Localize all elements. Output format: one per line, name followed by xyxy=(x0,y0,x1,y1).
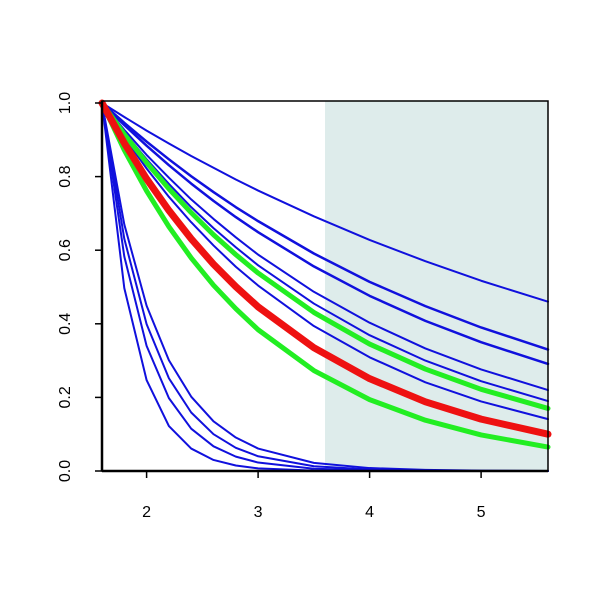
x-tick-label: 2 xyxy=(142,504,151,521)
line-series xyxy=(100,101,550,351)
y-tick-label: 0.2 xyxy=(57,386,74,408)
line-series xyxy=(99,100,551,450)
y-tick-label: 0.6 xyxy=(57,239,74,261)
shaded-region xyxy=(325,101,548,471)
line-series xyxy=(101,102,549,392)
x-tick-label: 5 xyxy=(477,504,486,521)
y-tick-label: 0.8 xyxy=(57,165,74,187)
x-tick-label: 3 xyxy=(254,504,263,521)
y-tick-label: 1.0 xyxy=(57,92,74,114)
y-tick-label: 0.4 xyxy=(57,313,74,335)
line-series xyxy=(99,100,551,411)
x-tick-label: 4 xyxy=(365,504,374,521)
y-tick-label: 0.0 xyxy=(57,460,74,482)
line-series xyxy=(101,102,549,303)
line-series xyxy=(101,102,549,421)
line-series xyxy=(100,101,550,366)
line-series xyxy=(98,99,552,438)
